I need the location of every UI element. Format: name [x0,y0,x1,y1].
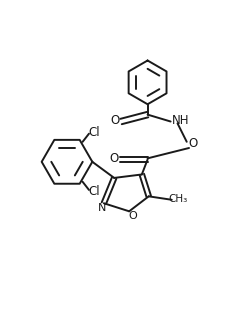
Text: CH₃: CH₃ [168,194,187,204]
Text: O: O [111,114,120,127]
Text: O: O [110,152,119,165]
Text: Cl: Cl [89,185,100,197]
Text: NH: NH [172,114,190,127]
Text: Cl: Cl [89,126,100,139]
Text: O: O [188,137,198,150]
Text: O: O [128,211,137,221]
Text: N: N [98,203,106,213]
